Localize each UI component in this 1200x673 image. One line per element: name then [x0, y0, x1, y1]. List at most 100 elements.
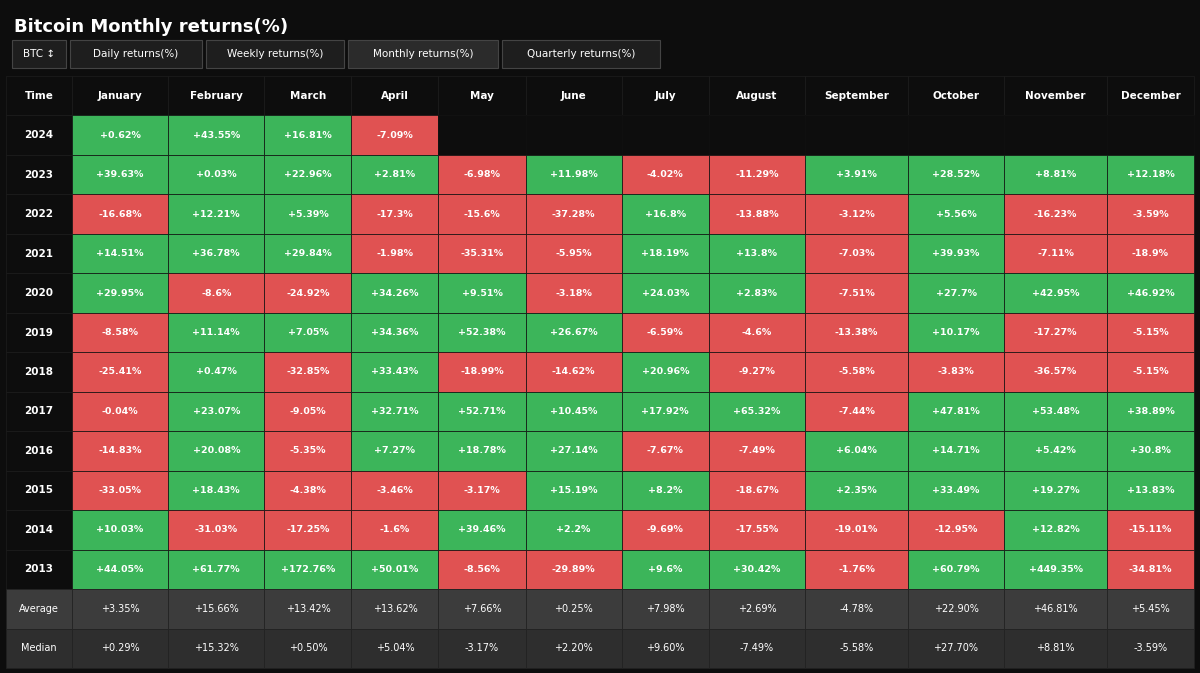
Text: -18.9%: -18.9%	[1132, 249, 1169, 258]
Text: +13.8%: +13.8%	[737, 249, 778, 258]
Text: -7.49%: -7.49%	[740, 643, 774, 653]
Text: +11.98%: +11.98%	[550, 170, 598, 179]
Text: 2015: 2015	[24, 485, 54, 495]
Text: June: June	[560, 91, 587, 101]
Text: -5.58%: -5.58%	[839, 643, 874, 653]
Text: -6.59%: -6.59%	[647, 328, 684, 337]
Text: -13.88%: -13.88%	[736, 209, 779, 219]
Text: 2022: 2022	[24, 209, 54, 219]
Text: -15.6%: -15.6%	[463, 209, 500, 219]
Text: +172.76%: +172.76%	[281, 565, 335, 574]
Text: -8.6%: -8.6%	[202, 289, 232, 297]
Text: -16.68%: -16.68%	[98, 209, 142, 219]
Text: -1.6%: -1.6%	[380, 526, 410, 534]
Text: Bitcoin Monthly returns(%): Bitcoin Monthly returns(%)	[14, 18, 288, 36]
Text: +33.43%: +33.43%	[371, 367, 419, 376]
Text: +3.91%: +3.91%	[836, 170, 877, 179]
Text: +16.81%: +16.81%	[284, 131, 332, 140]
Text: +14.71%: +14.71%	[932, 446, 980, 456]
Text: +9.51%: +9.51%	[462, 289, 503, 297]
Text: +7.66%: +7.66%	[463, 604, 502, 614]
Text: -36.57%: -36.57%	[1034, 367, 1078, 376]
Text: +18.43%: +18.43%	[192, 486, 240, 495]
Text: +39.63%: +39.63%	[96, 170, 144, 179]
Text: +29.95%: +29.95%	[96, 289, 144, 297]
Text: +20.96%: +20.96%	[642, 367, 689, 376]
Text: -0.04%: -0.04%	[102, 407, 138, 416]
Text: November: November	[1025, 91, 1086, 101]
Text: December: December	[1121, 91, 1181, 101]
Text: +30.8%: +30.8%	[1130, 446, 1171, 456]
Text: +8.81%: +8.81%	[1037, 643, 1075, 653]
Text: 2023: 2023	[24, 170, 54, 180]
Text: -3.18%: -3.18%	[556, 289, 592, 297]
Text: -3.59%: -3.59%	[1134, 643, 1168, 653]
Text: +11.14%: +11.14%	[192, 328, 240, 337]
Text: 2017: 2017	[24, 406, 54, 417]
Text: -29.89%: -29.89%	[552, 565, 595, 574]
Text: +2.81%: +2.81%	[374, 170, 415, 179]
Text: +10.17%: +10.17%	[932, 328, 979, 337]
Text: +43.55%: +43.55%	[193, 131, 240, 140]
Text: -7.09%: -7.09%	[377, 131, 413, 140]
Text: +13.42%: +13.42%	[286, 604, 330, 614]
Text: +19.27%: +19.27%	[1032, 486, 1079, 495]
Text: -25.41%: -25.41%	[98, 367, 142, 376]
Text: +23.07%: +23.07%	[193, 407, 240, 416]
Text: -5.95%: -5.95%	[556, 249, 592, 258]
Text: +5.42%: +5.42%	[1036, 446, 1076, 456]
Text: -7.51%: -7.51%	[838, 289, 875, 297]
Text: 2021: 2021	[24, 248, 54, 258]
Text: Median: Median	[22, 643, 56, 653]
Text: July: July	[654, 91, 676, 101]
Text: October: October	[932, 91, 979, 101]
Text: April: April	[382, 91, 409, 101]
Text: +3.35%: +3.35%	[101, 604, 139, 614]
Text: -1.76%: -1.76%	[838, 565, 875, 574]
Text: -3.17%: -3.17%	[463, 486, 500, 495]
Text: +52.38%: +52.38%	[458, 328, 505, 337]
Text: -16.23%: -16.23%	[1034, 209, 1078, 219]
Text: -18.67%: -18.67%	[736, 486, 779, 495]
Text: +46.81%: +46.81%	[1033, 604, 1078, 614]
Text: Time: Time	[24, 91, 54, 101]
Text: -19.01%: -19.01%	[835, 526, 878, 534]
Text: -4.6%: -4.6%	[742, 328, 772, 337]
Text: +15.32%: +15.32%	[194, 643, 239, 653]
Text: -17.55%: -17.55%	[736, 526, 779, 534]
Text: +46.92%: +46.92%	[1127, 289, 1175, 297]
Text: +50.01%: +50.01%	[371, 565, 419, 574]
Text: -6.98%: -6.98%	[463, 170, 500, 179]
Text: 2018: 2018	[24, 367, 54, 377]
Text: +0.50%: +0.50%	[289, 643, 328, 653]
Text: +2.69%: +2.69%	[738, 604, 776, 614]
Text: +449.35%: +449.35%	[1028, 565, 1082, 574]
Text: -8.58%: -8.58%	[102, 328, 138, 337]
Text: +17.92%: +17.92%	[642, 407, 689, 416]
Text: +9.60%: +9.60%	[646, 643, 684, 653]
Text: -32.85%: -32.85%	[287, 367, 330, 376]
Text: Monthly returns(%): Monthly returns(%)	[373, 49, 473, 59]
Text: +2.83%: +2.83%	[737, 289, 778, 297]
Text: -3.17%: -3.17%	[464, 643, 499, 653]
Text: +2.2%: +2.2%	[557, 526, 590, 534]
Text: 2013: 2013	[24, 565, 54, 574]
Text: +28.52%: +28.52%	[932, 170, 980, 179]
Text: -3.59%: -3.59%	[1132, 209, 1169, 219]
Text: +7.27%: +7.27%	[374, 446, 415, 456]
Text: 2016: 2016	[24, 446, 54, 456]
Text: -13.38%: -13.38%	[835, 328, 878, 337]
Text: +27.14%: +27.14%	[550, 446, 598, 456]
Text: +47.81%: +47.81%	[932, 407, 980, 416]
Text: +44.05%: +44.05%	[96, 565, 144, 574]
Text: -1.98%: -1.98%	[377, 249, 414, 258]
Text: -4.78%: -4.78%	[839, 604, 874, 614]
Text: +29.84%: +29.84%	[284, 249, 332, 258]
Text: +14.51%: +14.51%	[96, 249, 144, 258]
Text: +32.71%: +32.71%	[371, 407, 419, 416]
Text: +36.78%: +36.78%	[192, 249, 240, 258]
Text: March: March	[290, 91, 326, 101]
Text: +13.83%: +13.83%	[1127, 486, 1175, 495]
Text: +0.25%: +0.25%	[554, 604, 593, 614]
Text: +18.19%: +18.19%	[641, 249, 689, 258]
